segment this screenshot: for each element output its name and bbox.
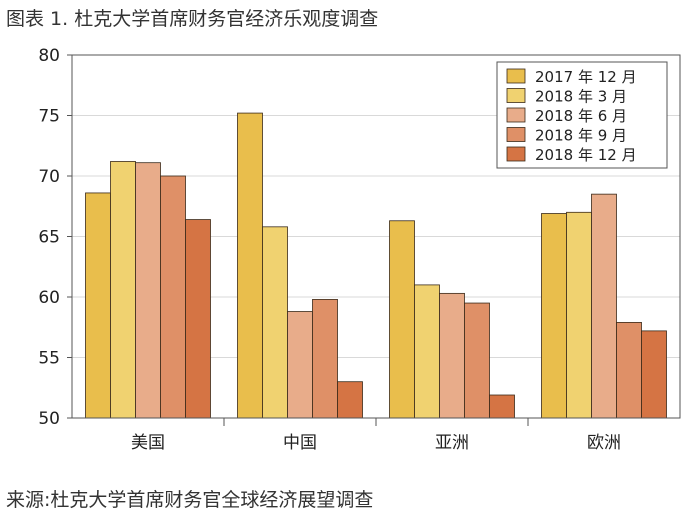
legend-swatch (506, 146, 526, 162)
y-tick-label: 75 (38, 107, 60, 127)
bar (489, 394, 515, 419)
bar (160, 175, 186, 419)
plot-frame (71, 54, 681, 419)
bar (237, 112, 263, 419)
chart-source: 来源:杜克大学首席财务官全球经济展望调查 (6, 489, 374, 511)
bar (262, 226, 288, 419)
x-category-label: 美国 (131, 433, 165, 453)
y-tick-label: 80 (38, 46, 60, 66)
legend-swatch (506, 127, 526, 142)
bar (464, 302, 490, 419)
legend-label: 2018 年 12 月 (535, 146, 637, 164)
bar (591, 193, 617, 419)
bar (641, 330, 667, 419)
y-tick-label: 60 (38, 288, 60, 308)
x-category-label: 亚洲 (435, 433, 469, 453)
y-tick-label: 70 (38, 167, 60, 187)
legend-label: 2018 年 9 月 (535, 127, 627, 145)
bar (414, 284, 440, 419)
y-tick-label: 50 (38, 409, 60, 429)
bar (541, 213, 567, 419)
bar (185, 219, 211, 419)
legend-label: 2018 年 6 月 (535, 107, 627, 125)
bar (312, 299, 338, 419)
bar (616, 322, 642, 419)
legend-label: 2018 年 3 月 (535, 88, 627, 106)
bar (287, 311, 313, 419)
legend-swatch (506, 68, 526, 84)
legend-label: 2017 年 12 月 (535, 68, 637, 86)
bar (135, 162, 161, 419)
bar (439, 292, 465, 419)
bar (337, 381, 363, 419)
bar (85, 192, 111, 419)
legend-swatch (506, 107, 526, 123)
bar (566, 211, 592, 419)
x-category-label: 欧洲 (587, 433, 621, 453)
x-category-label: 中国 (283, 433, 317, 453)
legend-swatch (506, 88, 526, 103)
bar (389, 220, 415, 419)
bar (110, 161, 136, 419)
y-tick-label: 65 (38, 228, 60, 248)
y-tick-label: 55 (38, 349, 60, 369)
chart-title: 图表 1. 杜克大学首席财务官经济乐观度调查 (6, 8, 379, 30)
